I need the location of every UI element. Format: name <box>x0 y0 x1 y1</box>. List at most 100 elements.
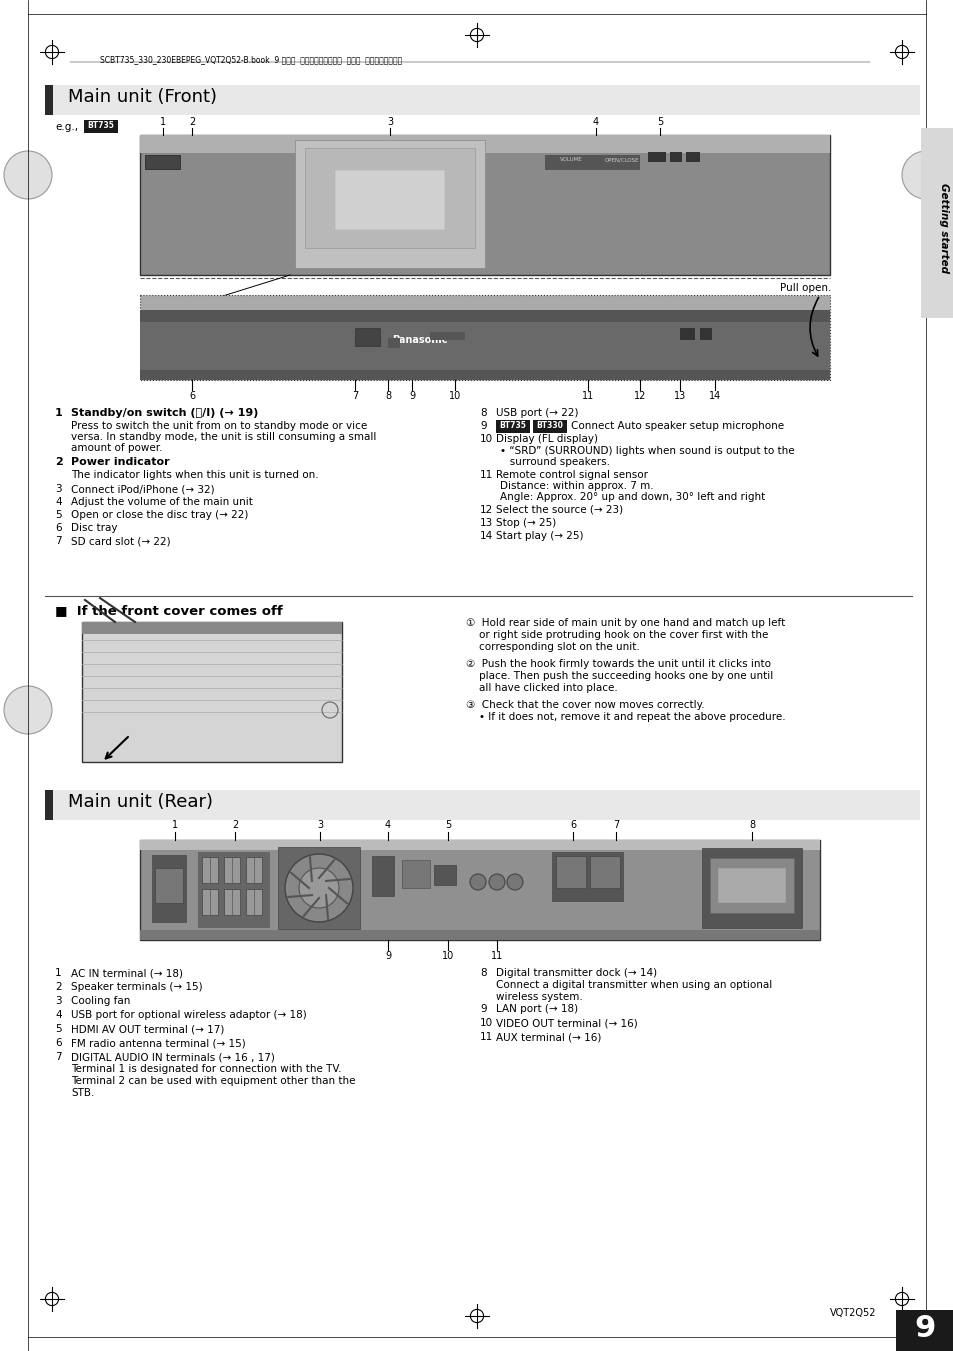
Text: 11: 11 <box>479 470 493 480</box>
Text: Adjust the volume of the main unit: Adjust the volume of the main unit <box>71 497 253 507</box>
Bar <box>45 790 919 820</box>
Text: • If it does not, remove it and repeat the above procedure.: • If it does not, remove it and repeat t… <box>465 712 785 721</box>
Text: 10: 10 <box>479 434 493 444</box>
Bar <box>145 155 180 169</box>
Text: Digital transmitter dock (→ 14): Digital transmitter dock (→ 14) <box>496 969 657 978</box>
Bar <box>45 85 919 115</box>
Bar <box>589 857 619 888</box>
Bar <box>556 857 585 888</box>
Bar <box>82 621 341 634</box>
Text: Press to switch the unit from on to standby mode or vice: Press to switch the unit from on to stan… <box>71 422 367 431</box>
Text: 10: 10 <box>449 390 460 401</box>
Text: 4: 4 <box>55 1011 62 1020</box>
Bar <box>140 309 829 322</box>
Bar <box>895 1310 953 1351</box>
Text: USB port for optional wireless adaptor (→ 18): USB port for optional wireless adaptor (… <box>71 1011 307 1020</box>
Text: Remote control signal sensor: Remote control signal sensor <box>496 470 647 480</box>
Bar <box>533 420 566 434</box>
Text: 13: 13 <box>673 390 685 401</box>
Text: Panasonic: Panasonic <box>392 335 447 345</box>
Text: ■  If the front cover comes off: ■ If the front cover comes off <box>55 604 282 617</box>
Text: 9: 9 <box>479 1004 486 1015</box>
Text: FM radio antenna terminal (→ 15): FM radio antenna terminal (→ 15) <box>71 1038 246 1048</box>
Bar <box>224 857 240 884</box>
Text: 1: 1 <box>55 408 63 417</box>
Circle shape <box>285 854 353 921</box>
Text: HDMI AV OUT terminal (→ 17): HDMI AV OUT terminal (→ 17) <box>71 1024 224 1034</box>
Text: SCBT735_330_230EBEPEG_VQT2Q52-B.book  9 ページ  ２０１０年２月９日  火曜日  午前１０時５１分: SCBT735_330_230EBEPEG_VQT2Q52-B.book 9 ペ… <box>100 55 402 63</box>
Text: BT735: BT735 <box>499 422 526 430</box>
Text: LAN port (→ 18): LAN port (→ 18) <box>496 1004 578 1015</box>
Text: 7: 7 <box>612 820 618 830</box>
Text: DIGITAL AUDIO IN terminals (→ 16 , 17): DIGITAL AUDIO IN terminals (→ 16 , 17) <box>71 1052 274 1062</box>
Bar <box>45 85 53 115</box>
Text: 4: 4 <box>384 820 391 830</box>
Bar <box>277 847 359 929</box>
Bar <box>647 153 665 162</box>
Text: 3: 3 <box>55 996 62 1006</box>
Text: 6: 6 <box>55 523 62 534</box>
Text: OPEN/CLOSE: OPEN/CLOSE <box>604 157 639 162</box>
Bar <box>198 852 270 928</box>
Text: 11: 11 <box>491 951 502 961</box>
Text: 11: 11 <box>581 390 594 401</box>
Bar <box>140 135 829 276</box>
Text: 5: 5 <box>657 118 662 127</box>
Text: 9: 9 <box>409 390 415 401</box>
Bar <box>140 840 820 940</box>
Text: Power indicator: Power indicator <box>71 457 170 467</box>
Circle shape <box>901 151 949 199</box>
Bar <box>140 840 820 850</box>
Text: Select the source (→ 23): Select the source (→ 23) <box>496 505 622 515</box>
Bar <box>140 309 829 380</box>
Text: ③  Check that the cover now moves correctly.: ③ Check that the cover now moves correct… <box>465 700 704 711</box>
Text: 14: 14 <box>708 390 720 401</box>
Text: 4: 4 <box>593 118 598 127</box>
Bar <box>202 889 218 915</box>
Text: Pull open.: Pull open. <box>780 282 830 293</box>
Text: e.g.,: e.g., <box>55 122 78 132</box>
Text: 8: 8 <box>384 390 391 401</box>
Text: AUX terminal (→ 16): AUX terminal (→ 16) <box>496 1032 600 1042</box>
Text: Stop (→ 25): Stop (→ 25) <box>496 517 556 528</box>
Bar <box>372 857 394 896</box>
Circle shape <box>4 686 52 734</box>
Text: 9: 9 <box>913 1315 935 1343</box>
Text: 1: 1 <box>160 118 166 127</box>
Text: VQT2Q52: VQT2Q52 <box>829 1308 876 1319</box>
Bar <box>335 170 444 230</box>
Text: Start play (→ 25): Start play (→ 25) <box>496 531 583 540</box>
Bar <box>152 855 187 923</box>
Text: Open or close the disc tray (→ 22): Open or close the disc tray (→ 22) <box>71 509 248 520</box>
Text: versa. In standby mode, the unit is still consuming a small: versa. In standby mode, the unit is stil… <box>71 432 376 442</box>
Bar <box>45 790 53 820</box>
Bar <box>718 867 785 902</box>
Text: 14: 14 <box>479 531 493 540</box>
Text: amount of power.: amount of power. <box>71 443 162 453</box>
Text: 3: 3 <box>55 484 62 494</box>
Text: 4: 4 <box>55 497 62 507</box>
Bar <box>430 332 464 340</box>
Text: VOLUME: VOLUME <box>559 157 582 162</box>
Bar <box>552 852 623 902</box>
Text: Terminal 2 can be used with equipment other than the: Terminal 2 can be used with equipment ot… <box>71 1075 355 1086</box>
Text: Terminal 1 is designated for connection with the TV.: Terminal 1 is designated for connection … <box>71 1065 341 1074</box>
Text: iPod: iPod <box>382 209 396 216</box>
Bar <box>246 857 262 884</box>
Text: Standby/on switch (⏻/I) (→ 19): Standby/on switch (⏻/I) (→ 19) <box>71 408 258 417</box>
Bar <box>709 858 793 913</box>
Text: 7: 7 <box>55 1052 62 1062</box>
Text: The indicator lights when this unit is turned on.: The indicator lights when this unit is t… <box>71 470 318 480</box>
Text: 10: 10 <box>441 951 454 961</box>
Text: 6: 6 <box>569 820 576 830</box>
Bar <box>246 889 262 915</box>
Text: 8: 8 <box>479 408 486 417</box>
Bar <box>355 328 379 346</box>
Text: Speaker terminals (→ 15): Speaker terminals (→ 15) <box>71 982 202 992</box>
Text: VIDEO OUT terminal (→ 16): VIDEO OUT terminal (→ 16) <box>496 1019 638 1028</box>
Text: 2: 2 <box>232 820 238 830</box>
Text: Disc tray: Disc tray <box>71 523 117 534</box>
Text: 5: 5 <box>55 1024 62 1034</box>
Bar <box>920 128 953 317</box>
Text: corresponding slot on the unit.: corresponding slot on the unit. <box>465 642 639 653</box>
